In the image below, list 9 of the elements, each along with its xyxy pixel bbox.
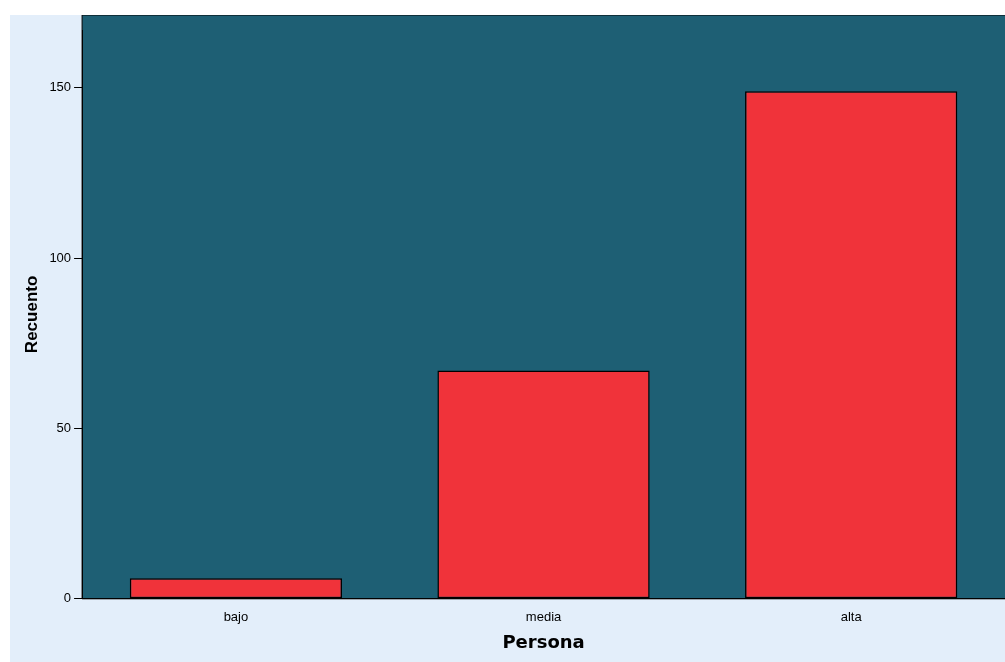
x-axis-title: Persona: [502, 630, 585, 652]
x-tick-label: media: [525, 609, 563, 625]
x-tick-label: alta: [840, 609, 863, 625]
y-tick-label: 150: [49, 79, 72, 95]
x-tick-label: bajo: [223, 609, 249, 625]
y-tick-label: 0: [63, 590, 72, 606]
y-tick-label: 50: [56, 420, 72, 436]
y-tick-label: 100: [49, 249, 72, 265]
y-axis-title: Recuento: [21, 275, 41, 354]
